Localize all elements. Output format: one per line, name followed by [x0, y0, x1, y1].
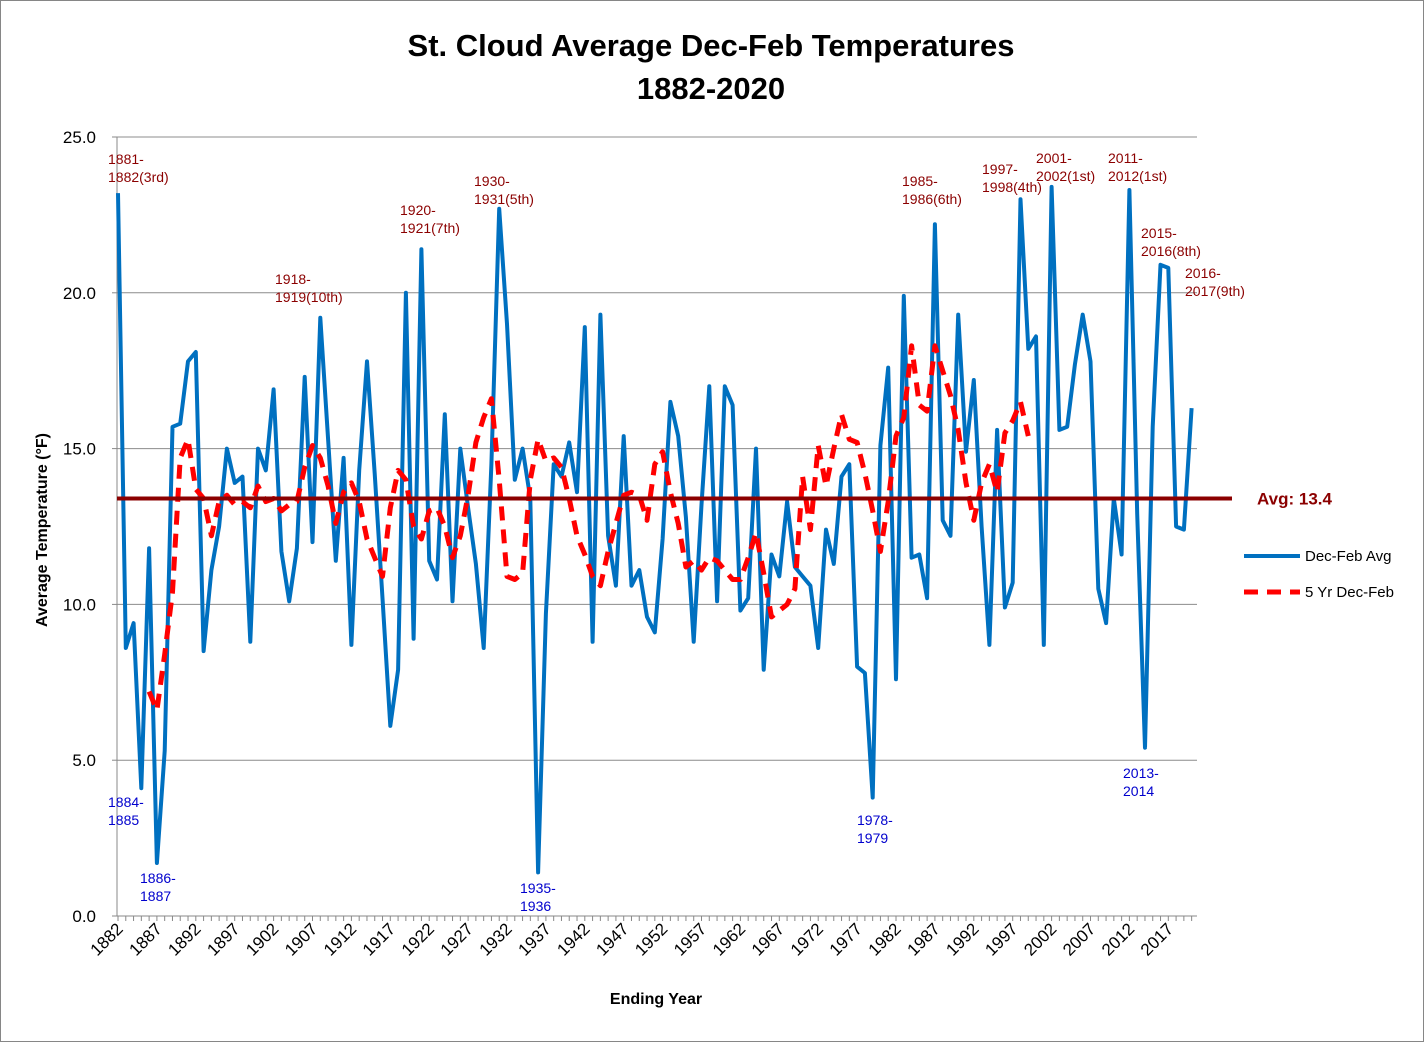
record-warm-label: 2002(1st) [1036, 168, 1095, 184]
chart-title-line-1: St. Cloud Average Dec-Feb Temperatures [408, 28, 1015, 63]
series-line-5yr [146, 343, 1031, 713]
record-warm-label: 1931(5th) [474, 191, 534, 207]
x-tick-label: 1922 [398, 919, 438, 959]
x-tick-label: 1967 [748, 919, 788, 959]
x-tick-label: 1892 [164, 919, 204, 959]
record-cold-label: 1886- [140, 870, 176, 886]
record-warm-label: 1882(3rd) [108, 169, 169, 185]
record-cold-label: 1884- [108, 794, 144, 810]
x-tick-label: 1942 [553, 919, 593, 959]
x-tick-label: 1947 [592, 919, 632, 959]
record-warm-label: 2011- [1108, 150, 1143, 166]
x-tick-label: 1972 [787, 919, 827, 959]
average-reference-line: Avg: 13.4 [117, 489, 1333, 508]
x-tick-label: 1927 [437, 919, 477, 959]
legend-label-5yr: 5 Yr Dec-Feb [1305, 584, 1394, 601]
x-tick-label: 1907 [281, 919, 321, 959]
series-line-dec-feb-avg [116, 184, 1194, 875]
record-warm-label: 1881- [108, 151, 144, 167]
series-5yr-avg [146, 343, 1031, 713]
x-tick-label: 1897 [203, 919, 243, 959]
record-warm-label: 2016(8th) [1141, 243, 1201, 259]
x-tick-label: 1962 [709, 919, 749, 959]
record-cold-label: 2013- [1123, 765, 1159, 781]
x-axis-ticks: 1882188718921897190219071912191719221927… [87, 916, 1193, 960]
x-tick-label: 1917 [359, 919, 399, 959]
x-tick-label: 2007 [1059, 919, 1099, 959]
y-tick-label: 10.0 [63, 595, 96, 614]
record-cold-label: 1887 [140, 888, 171, 904]
record-cold-label: 1936 [520, 898, 551, 914]
record-warm-label: 1986(6th) [902, 191, 962, 207]
record-cold-label: 1979 [857, 830, 888, 846]
average-line-label: Avg: 13.4 [1257, 489, 1333, 508]
x-tick-label: 2012 [1098, 919, 1138, 959]
record-cold-label: 1885 [108, 812, 139, 828]
record-warm-label: 2015- [1141, 225, 1177, 241]
y-tick-label: 25.0 [63, 128, 96, 147]
record-cold-label: 1978- [857, 812, 893, 828]
x-tick-label: 1977 [826, 919, 866, 959]
y-axis-title: Average Temperature (°F) [34, 433, 51, 627]
series-dec-feb-avg [116, 184, 1194, 875]
y-tick-label: 5.0 [72, 751, 96, 770]
y-tick-label: 15.0 [63, 440, 96, 459]
record-warm-label: 2001- [1036, 150, 1072, 166]
axes [116, 137, 1197, 917]
record-warm-label: 1919(10th) [275, 289, 343, 305]
x-tick-label: 2017 [1137, 919, 1177, 959]
x-tick-label: 1912 [320, 919, 360, 959]
x-tick-label: 1997 [981, 919, 1021, 959]
chart-title: St. Cloud Average Dec-Feb Temperatures 1… [408, 28, 1015, 106]
chart-title-line-2: 1882-2020 [637, 71, 785, 106]
record-warm-label: 2012(1st) [1108, 168, 1167, 184]
x-tick-label: 1957 [670, 919, 710, 959]
record-warm-label: 1985- [902, 173, 938, 189]
x-tick-label: 1952 [631, 919, 671, 959]
x-tick-label: 1887 [126, 919, 166, 959]
y-axis-ticks: 0.0 5.0 10.0 15.0 20.0 25.0 [63, 128, 117, 926]
record-warm-label: 1930- [474, 173, 510, 189]
y-tick-label: 20.0 [63, 284, 96, 303]
x-tick-label: 1982 [865, 919, 905, 959]
record-cold-label: 1935- [520, 880, 556, 896]
x-tick-label: 1987 [904, 919, 944, 959]
record-warm-label: 1918- [275, 271, 311, 287]
x-axis-title: Ending Year [610, 991, 702, 1008]
record-warm-label: 2016- [1185, 265, 1221, 281]
legend: Dec-Feb Avg 5 Yr Dec-Feb [1244, 548, 1394, 601]
x-tick-label: 1902 [242, 919, 282, 959]
grid-lines [117, 136, 1197, 761]
x-tick-label: 1992 [942, 919, 982, 959]
y-tick-label: 0.0 [72, 907, 96, 926]
legend-label-dec-feb-avg: Dec-Feb Avg [1305, 548, 1391, 565]
record-warm-label: 2017(9th) [1185, 283, 1245, 299]
annotations: 1881- 1882(3rd) 1918- 1919(10th) 1920- 1921(7… [108, 150, 1245, 914]
record-warm-label: 1997- [982, 161, 1018, 177]
x-tick-label: 1937 [515, 919, 555, 959]
x-tick-label: 1932 [476, 919, 516, 959]
record-warm-label: 1920- [400, 202, 436, 218]
record-cold-label: 2014 [1123, 783, 1154, 799]
record-warm-label: 1998(4th) [982, 179, 1042, 195]
record-warm-label: 1921(7th) [400, 220, 460, 236]
x-tick-label: 2002 [1020, 919, 1060, 959]
